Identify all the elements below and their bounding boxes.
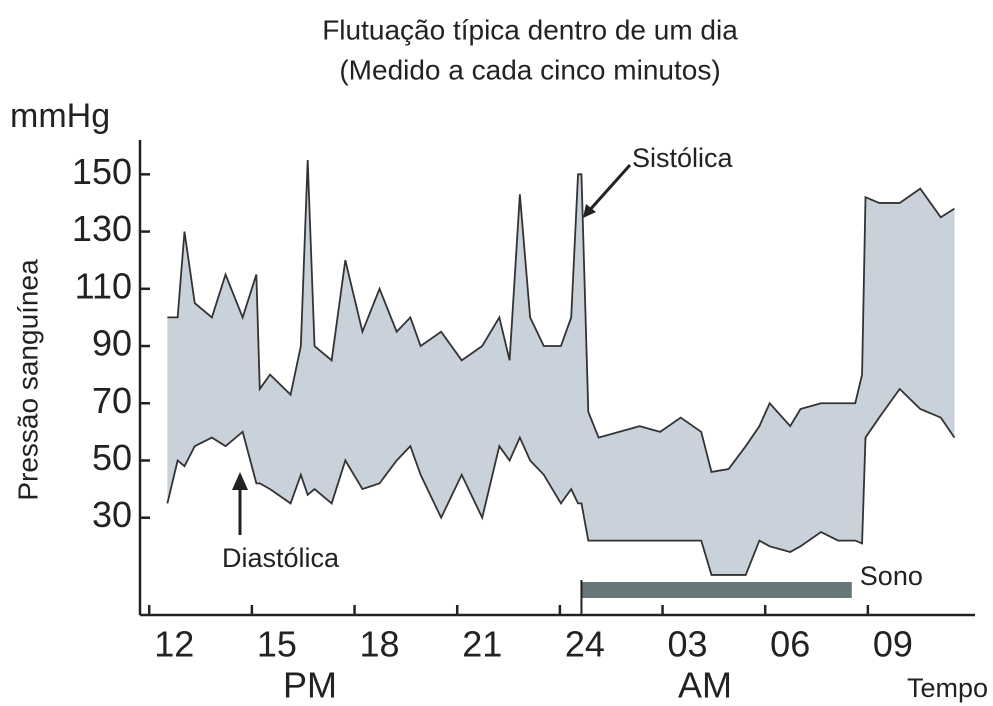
- x-axis-label: Tempo: [907, 673, 988, 703]
- x-tick-label: 18: [360, 624, 400, 665]
- arrow-head: [232, 472, 248, 490]
- y-tick-label: 150: [72, 151, 132, 192]
- y-tick-label: 30: [92, 494, 132, 535]
- y-tick-label: 130: [72, 208, 132, 249]
- chart-subtitle: (Medido a cada cinco minutos): [339, 54, 720, 85]
- annotation: Sistólica: [632, 143, 734, 173]
- series-line: [166, 387, 956, 576]
- x-tick-label: 24: [565, 624, 605, 665]
- period-label: AM: [678, 665, 732, 706]
- arrow-head: [583, 204, 596, 218]
- sleep-label: Sono: [860, 561, 923, 591]
- x-tick-label: 09: [873, 624, 913, 665]
- y-axis-label: Pressão sanguínea: [12, 259, 43, 501]
- sleep-bar: [581, 582, 852, 598]
- y-tick-label: 50: [92, 437, 132, 478]
- x-tick-label: 15: [257, 624, 297, 665]
- y-tick-label: 70: [92, 380, 132, 421]
- x-tick-label: 12: [154, 624, 194, 665]
- x-tick-label: 03: [668, 624, 708, 665]
- period-label: PM: [283, 665, 337, 706]
- band: [167, 160, 955, 575]
- annotation: Diastólica: [222, 543, 340, 573]
- chart-title: Flutuação típica dentro de um dia: [322, 14, 738, 45]
- x-tick-label: 21: [462, 624, 502, 665]
- y-unit: mmHg: [10, 97, 110, 135]
- y-tick-label: 90: [92, 323, 132, 364]
- series-line: [167, 159, 955, 473]
- y-tick-label: 110: [75, 265, 132, 306]
- annotation-arrow: [586, 164, 632, 213]
- x-tick-label: 06: [770, 624, 810, 665]
